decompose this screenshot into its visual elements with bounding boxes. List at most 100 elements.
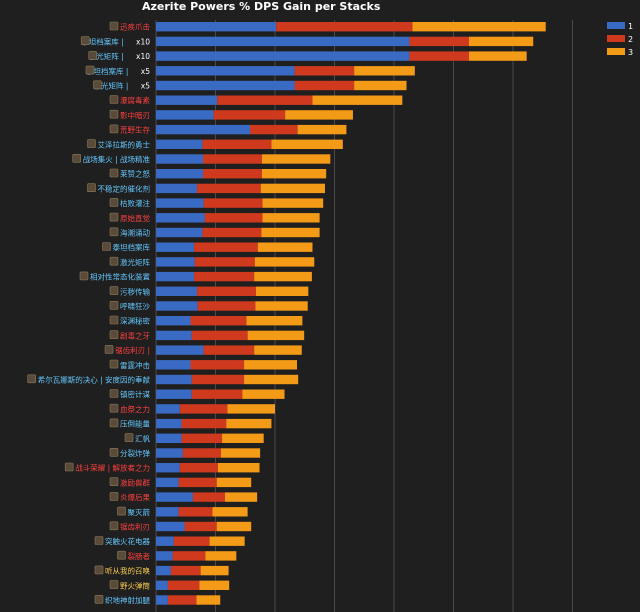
category-label-35: 突触火花电器 <box>105 536 150 546</box>
category-label-text: 激励兽群 <box>120 477 150 487</box>
bar-16-series-1 <box>156 257 195 267</box>
category-label-text: 战斗荣耀 | 解放者之力 <box>75 463 150 473</box>
bar-34-series-1 <box>156 521 185 532</box>
ability-icon <box>64 462 74 472</box>
category-label-text: 迅疾爪击 <box>120 22 150 32</box>
bar-6-series-3 <box>285 110 353 120</box>
ability-icon <box>102 242 111 251</box>
category-label-text: 战场集火 | 战场精准 <box>83 154 151 164</box>
ability-icon <box>109 447 119 457</box>
ability-icon <box>94 536 104 545</box>
category-label-text: 分裂炸弹 <box>120 448 150 458</box>
bar-11-series-2 <box>197 183 261 194</box>
category-label-17: 相对性常态化装置 <box>90 272 150 282</box>
category-label-text: 野火弹筒 <box>120 580 150 590</box>
bar-20-series-1 <box>156 316 191 326</box>
category-label-6: 影中暗刃 <box>120 110 150 120</box>
bar-21-series-1 <box>156 330 192 341</box>
bar-19-series-1 <box>156 301 198 311</box>
ability-icon <box>109 330 119 340</box>
category-label-4: 激光矩阵 | x5 <box>93 81 150 91</box>
bar-24-series-2 <box>191 374 245 385</box>
bars <box>156 22 546 605</box>
ability-icon <box>93 80 102 90</box>
category-label-15: 泰坦档案库 <box>113 242 151 252</box>
legend-label-1: 1 <box>628 22 633 31</box>
category-label-text: 激光矩阵 | <box>89 51 126 61</box>
bar-16-series-2 <box>194 257 255 267</box>
category-label-text: 压倒能量 <box>120 419 150 429</box>
bar-18-series-2 <box>197 286 256 296</box>
bar-7-series-3 <box>297 124 347 135</box>
category-label-text: 锯齿利刃 | <box>115 345 150 355</box>
bar-15-series-1 <box>156 242 195 252</box>
category-label-31: 激励兽群 <box>120 477 150 487</box>
category-label-text: 镇密计谋 <box>120 389 150 399</box>
category-label-text: 汇帆 <box>135 433 150 443</box>
legend: 1 2 3 <box>607 22 633 57</box>
category-label-30: 战斗荣耀 | 解放者之力 <box>75 463 150 473</box>
bar-30-series-3 <box>217 463 260 473</box>
ability-icon <box>109 315 119 325</box>
bar-32-series-2 <box>192 492 226 502</box>
bar-32-series-3 <box>225 492 258 502</box>
bar-18-series-3 <box>255 286 309 296</box>
ability-icon <box>94 565 104 575</box>
bar-31-series-1 <box>156 477 179 488</box>
bar-35-series-1 <box>156 536 174 546</box>
bar-27-series-2 <box>181 418 227 429</box>
bar-20-series-2 <box>190 316 247 326</box>
bar-3-series-2 <box>294 66 355 76</box>
bar-0-series-2 <box>276 22 413 32</box>
category-label-8: 艾泽拉斯的勇士 <box>98 139 151 149</box>
category-label-text: 枯败灌注 <box>120 198 150 208</box>
category-label-10: 莱赞之怒 <box>120 169 150 179</box>
category-label-text: 瀑腐毒素 <box>120 95 150 105</box>
bar-17-series-3 <box>254 271 312 282</box>
bar-3-series-3 <box>354 66 415 76</box>
bar-27-series-1 <box>156 418 182 429</box>
category-label-suffix: x10 <box>136 52 150 61</box>
bar-22-series-1 <box>156 345 204 355</box>
legend-swatch-1 <box>607 22 625 29</box>
bar-4-series-3 <box>354 80 407 91</box>
bar-14-series-3 <box>261 227 320 238</box>
bar-35-series-2 <box>173 536 210 546</box>
bar-0-series-3 <box>412 22 546 32</box>
ability-icon <box>27 374 37 384</box>
category-label-text: 血祭之力 <box>120 404 150 414</box>
bar-13-series-3 <box>262 213 320 223</box>
category-label-text: 艾泽拉斯的勇士 <box>98 139 151 149</box>
ability-icon <box>72 154 82 163</box>
category-label-18: 污秽传输 <box>120 286 150 296</box>
bar-17-series-1 <box>156 271 195 282</box>
ability-icon <box>109 403 119 413</box>
legend-swatch-2 <box>607 35 625 42</box>
category-label-text: 海潮涌动 <box>120 228 150 238</box>
bar-3-series-1 <box>156 66 295 76</box>
bar-39-series-2 <box>167 595 197 605</box>
bar-25-series-1 <box>156 389 192 399</box>
category-label-2: 激光矩阵 | x10 <box>89 51 151 61</box>
bar-37-series-2 <box>170 565 201 576</box>
bar-26-series-2 <box>179 404 228 414</box>
bar-13-series-1 <box>156 213 205 223</box>
bar-24-series-3 <box>244 374 299 385</box>
ability-icon <box>109 124 119 134</box>
category-label-37: 听从我的召唤 <box>105 566 150 576</box>
bar-8-series-3 <box>271 139 343 149</box>
category-label-27: 压倒能量 <box>120 419 150 429</box>
category-label-text: 剧毒之牙 <box>120 330 150 340</box>
category-label-33: 聚灭箭 <box>128 507 151 517</box>
ability-icon <box>109 212 119 222</box>
category-label-text: 荒野生存 <box>120 125 150 135</box>
ability-icon <box>87 183 96 192</box>
bar-5-series-2 <box>217 95 313 105</box>
ability-icon <box>80 36 90 46</box>
bar-38-series-3 <box>199 580 230 590</box>
category-label-34: 锯齿利刃 <box>120 522 150 532</box>
category-label-32: 炎爆后果 <box>120 492 150 502</box>
bar-1-series-1 <box>156 36 410 47</box>
category-label-text: 泰坦档案库 | <box>86 66 131 76</box>
